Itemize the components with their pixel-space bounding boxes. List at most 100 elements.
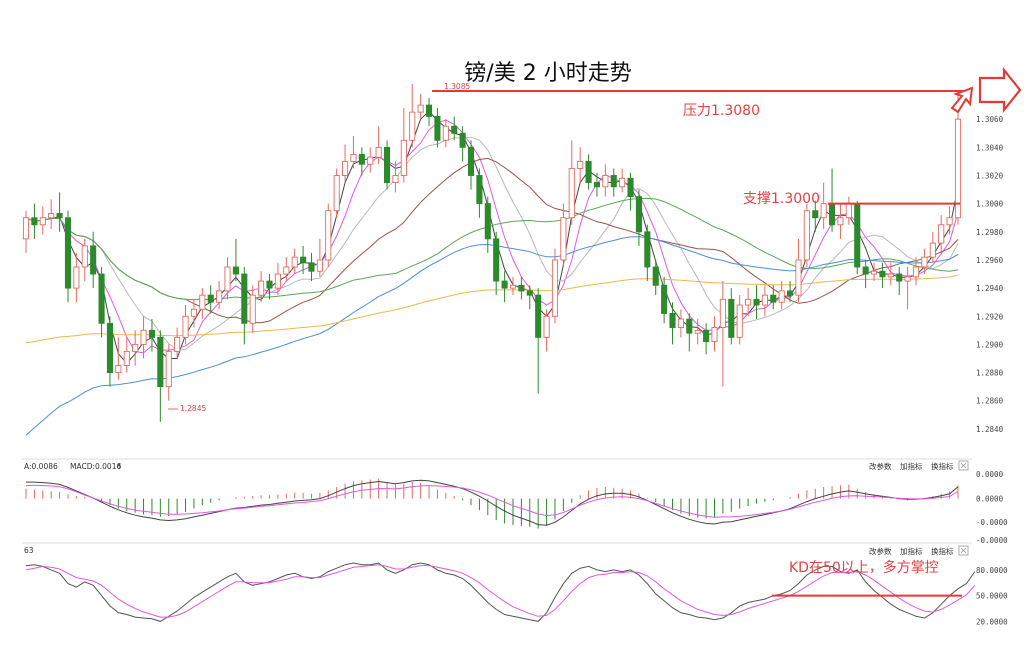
candle-down [644, 231, 651, 268]
kd-close-icon[interactable] [958, 545, 969, 556]
price-tick-label: 1.3060 [976, 115, 1004, 124]
candle-up [745, 298, 752, 306]
candle-up [543, 315, 550, 338]
candle-down [241, 273, 248, 324]
candle-up [954, 118, 962, 219]
candle-down [31, 217, 38, 226]
kd-k-line [25, 562, 976, 622]
price-tick-label: 1.2920 [976, 312, 1004, 321]
candle-down [157, 336, 164, 388]
resistance-label: 压力1.3080 [683, 103, 760, 119]
kd-tick-label: 80.0000 [976, 566, 1008, 575]
candle-up [48, 213, 55, 219]
candle-up [442, 125, 449, 141]
candle-down [232, 266, 239, 275]
high-price-label: 1.3085 [444, 82, 470, 91]
price-tick-label: 1.3020 [976, 172, 1004, 181]
candle-up [795, 259, 802, 296]
candle-down [484, 203, 491, 240]
macd-dea-line [25, 484, 959, 518]
candle-up [132, 343, 139, 352]
chart-title: 镑/美 2 小时走势 [464, 61, 631, 86]
candle-up [602, 175, 609, 188]
kd-lines [25, 562, 976, 622]
ma-blue-line [25, 236, 959, 436]
candle-down [661, 284, 668, 314]
macd-tick-label: -0.0000 [976, 536, 1008, 545]
macd-value-label: MACD:0.0016 [70, 462, 121, 471]
candle-up [619, 177, 626, 188]
price-tick-label: 1.3040 [976, 143, 1004, 152]
candle-up [417, 104, 424, 113]
candle-up [400, 139, 407, 176]
candle-up [249, 294, 256, 324]
candle-down [383, 146, 391, 183]
candle-up [81, 245, 88, 268]
candle-down [753, 298, 760, 306]
candle-down [728, 298, 735, 338]
ma-pink-line [25, 119, 959, 354]
candle-down [686, 318, 693, 334]
candle-up [551, 259, 559, 317]
candle-up [568, 168, 575, 219]
kd-close-x-icon [960, 547, 967, 554]
kd-edit-params-button[interactable]: 改参数 [869, 546, 892, 556]
macd-edit-params-button[interactable]: 改参数 [869, 461, 892, 471]
candle-up [921, 256, 928, 268]
candle-up [677, 318, 684, 328]
candle-up [182, 315, 189, 338]
candle-down [518, 284, 525, 292]
candle-down [526, 290, 533, 296]
candle-down [770, 294, 777, 303]
candle-up [577, 160, 584, 169]
candle-up [73, 266, 80, 289]
candle-up [367, 156, 374, 165]
macd-up-arrow-icon: ↑ [116, 462, 122, 471]
price-tick-label: 1.3000 [976, 200, 1004, 209]
candle-up [115, 365, 122, 374]
candle-up [216, 290, 223, 303]
price-tick-label: 1.2960 [976, 256, 1004, 265]
candle-down [501, 280, 508, 289]
candle-down [308, 262, 315, 272]
candle-up [123, 351, 130, 366]
kd-label: 63 [24, 546, 34, 555]
candle-down [98, 273, 105, 324]
candle-up [761, 294, 768, 306]
candle-up [560, 217, 567, 261]
candle-down [635, 196, 642, 233]
candle-up [325, 210, 332, 261]
kd-add-indicator-button[interactable]: 加指标 [900, 546, 923, 556]
macd-switch-indicator-button[interactable]: 换指标 [931, 461, 954, 471]
macd-tick-label: 0.0000 [976, 470, 1004, 479]
macd-add-indicator-button[interactable]: 加指标 [900, 461, 923, 471]
price-axis-ticks: 1.2840 1.2860 1.2880 1.2900 1.2920 1.2940 1.29… [976, 115, 1004, 434]
candle-down [300, 256, 307, 264]
kd-switch-indicator-button[interactable]: 换指标 [931, 546, 954, 556]
candle-down [451, 125, 458, 134]
candle-up [719, 298, 726, 328]
candle-down [64, 217, 72, 289]
candle-up [375, 146, 382, 158]
ma-green-line [25, 197, 959, 301]
macd-close-icon[interactable] [958, 460, 969, 471]
candle-down [106, 322, 114, 374]
candle-up [190, 308, 197, 317]
right-arrow-icon [978, 66, 1022, 114]
price-tick-label: 1.2900 [976, 340, 1004, 349]
kd-d-line [25, 564, 976, 618]
candle-up [929, 242, 936, 258]
candle-down [703, 329, 710, 343]
candle-down [669, 313, 676, 328]
kd-tick-label: 20.0000 [976, 617, 1008, 626]
candle-up [803, 210, 810, 261]
candle-down [56, 213, 63, 219]
macd-axis-ticks: 0.0000 0.0000 -0.0000 -0.0000 [976, 470, 1008, 545]
macd-lines [25, 479, 959, 526]
candle-up [22, 217, 30, 240]
candle-down [652, 266, 659, 286]
candle-down [476, 175, 483, 205]
candle-down [879, 270, 886, 278]
kd-annotation: KD在50以上，多方掌控 [789, 559, 939, 576]
ma-gray-line [25, 136, 959, 351]
